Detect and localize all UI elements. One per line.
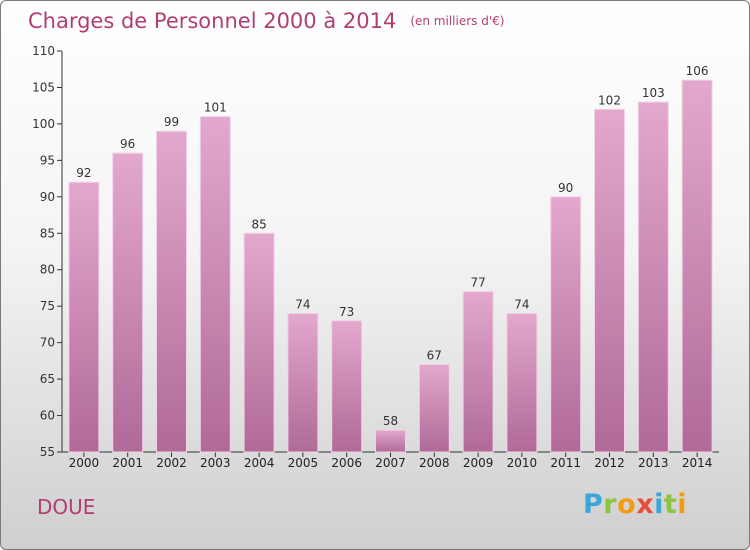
y-tick-label: 70 [40, 336, 55, 350]
bar-2003 [199, 116, 231, 453]
axes: 55 60 65 70 75 80 85 90 95 100 105 110 2000 2001 2002 2… [32, 44, 719, 470]
proxiti-logo[interactable]: Proxiti [583, 489, 687, 520]
bar-2000 [68, 181, 100, 453]
x-tick-label: 2013 [638, 456, 669, 470]
bar-2007 [375, 429, 406, 453]
y-tick-label: 80 [40, 263, 55, 277]
bar-2002 [156, 130, 187, 453]
bar-2008 [418, 364, 450, 453]
y-tick-label: 90 [40, 190, 55, 204]
x-tick-label: 2005 [288, 456, 319, 470]
y-tick-label: 65 [40, 372, 55, 386]
data-label-2005: 74 [295, 297, 310, 311]
data-label-2003: 101 [204, 101, 227, 115]
x-tick-label: 2010 [507, 456, 538, 470]
logo-letter: t [663, 489, 678, 520]
bar-2006 [331, 320, 363, 453]
data-label-2010: 74 [514, 297, 529, 311]
x-tick-label: 2008 [419, 456, 450, 470]
y-tick-label: 55 [40, 445, 55, 459]
y-tick-label: 75 [40, 299, 55, 313]
x-tick-label: 2000 [69, 456, 100, 470]
data-label-2006: 73 [339, 305, 354, 319]
bar-2011 [550, 196, 582, 453]
bar-2013 [637, 101, 669, 453]
logo-letter: x [636, 489, 655, 520]
y-tick-label: 85 [40, 226, 55, 240]
x-tick-label: 2002 [156, 456, 187, 470]
bars [68, 79, 713, 453]
y-tick-label: 100 [32, 117, 55, 131]
x-tick-label: 2009 [463, 456, 494, 470]
chart-title-text: Charges de Personnel 2000 à 2014 [28, 9, 397, 33]
bar-2010 [506, 312, 538, 453]
bar-2012 [594, 108, 625, 453]
logo-letter: r [603, 489, 618, 520]
x-tick-label: 2006 [331, 456, 362, 470]
bar-2014 [681, 79, 713, 453]
data-label-2013: 103 [642, 86, 665, 100]
chart-title: Charges de Personnel 2000 à 2014 (en mill… [28, 9, 504, 33]
bar-2005 [287, 312, 319, 453]
bar-2004 [243, 232, 275, 453]
y-tick-label: 60 [40, 409, 55, 423]
x-tick-label: 2007 [375, 456, 406, 470]
logo-letter: i [654, 489, 664, 520]
commune-name: DOUE [37, 495, 96, 519]
data-label-2011: 90 [558, 181, 573, 195]
data-label-2002: 99 [164, 115, 179, 129]
x-tick-label: 2003 [200, 456, 231, 470]
y-tick-label: 110 [32, 44, 55, 58]
bar-2001 [112, 152, 144, 453]
data-labels: 92 96 99 101 85 74 73 58 67 77 74 90 102 103 106 [76, 64, 708, 428]
data-label-2009: 77 [470, 276, 485, 290]
chart-subtitle: (en milliers d'€) [410, 14, 505, 28]
data-label-2014: 106 [686, 64, 709, 78]
data-label-2008: 67 [427, 349, 442, 363]
logo-letter: o [617, 489, 637, 520]
x-tick-label: 2001 [112, 456, 143, 470]
data-label-2007: 58 [383, 414, 398, 428]
x-tick-label: 2012 [594, 456, 625, 470]
data-label-2001: 96 [120, 137, 135, 151]
x-tick-label: 2011 [550, 456, 581, 470]
data-label-2000: 92 [76, 166, 91, 180]
bar-2009 [462, 291, 494, 453]
x-tick-label: 2004 [244, 456, 275, 470]
data-label-2012: 102 [598, 93, 621, 107]
x-tick-label: 2014 [682, 456, 713, 470]
y-tick-label: 105 [32, 80, 55, 94]
logo-letter: i [677, 489, 688, 520]
logo-letter: P [583, 489, 604, 520]
y-tick-label: 95 [40, 153, 55, 167]
data-label-2004: 85 [251, 217, 266, 231]
